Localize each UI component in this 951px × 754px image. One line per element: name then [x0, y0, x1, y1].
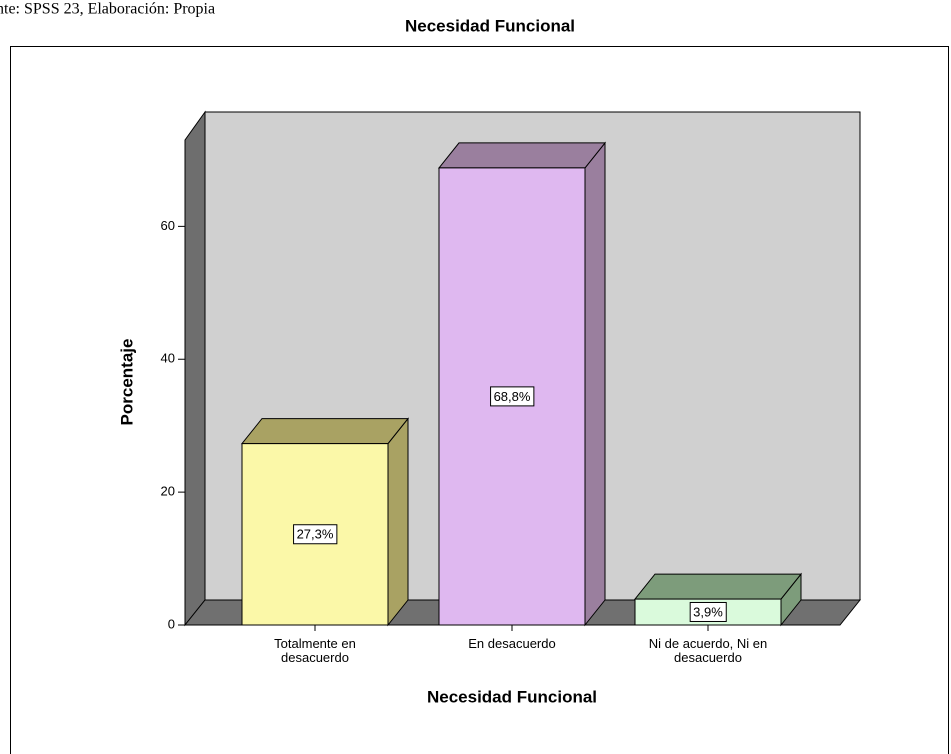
bar-top [240, 418, 410, 445]
x-axis-label: Necesidad Funcional [427, 687, 597, 706]
value-label-box [490, 386, 535, 407]
value-label: 3,9% [693, 604, 723, 619]
value-label-box [293, 524, 338, 545]
y-tick-label: 60 [161, 218, 175, 233]
chart-title: Necesidad Funcional [405, 16, 575, 35]
bar-side [584, 141, 606, 627]
left-wall [184, 110, 206, 627]
source-note: nte: SPSS 23, Elaboración: Propia [0, 1, 215, 18]
value-label: 27,3% [297, 527, 334, 542]
y-tick-label: 0 [168, 616, 175, 631]
bar-top [437, 142, 607, 169]
bar-side [387, 417, 409, 627]
value-label-box [689, 601, 727, 622]
value-label: 68,8% [494, 389, 531, 404]
y-axis-label: Porcentaje [117, 339, 136, 426]
x-tick-label: En desacuerdo [468, 636, 556, 651]
bar-top [633, 573, 803, 600]
y-tick-label: 40 [161, 351, 175, 366]
x-tick-label: Totalmente en desacuerdo [274, 636, 356, 665]
y-tick-label: 20 [161, 484, 175, 499]
x-tick-label: Ni de acuerdo, Ni en desacuerdo [648, 636, 768, 665]
frame [10, 46, 949, 754]
